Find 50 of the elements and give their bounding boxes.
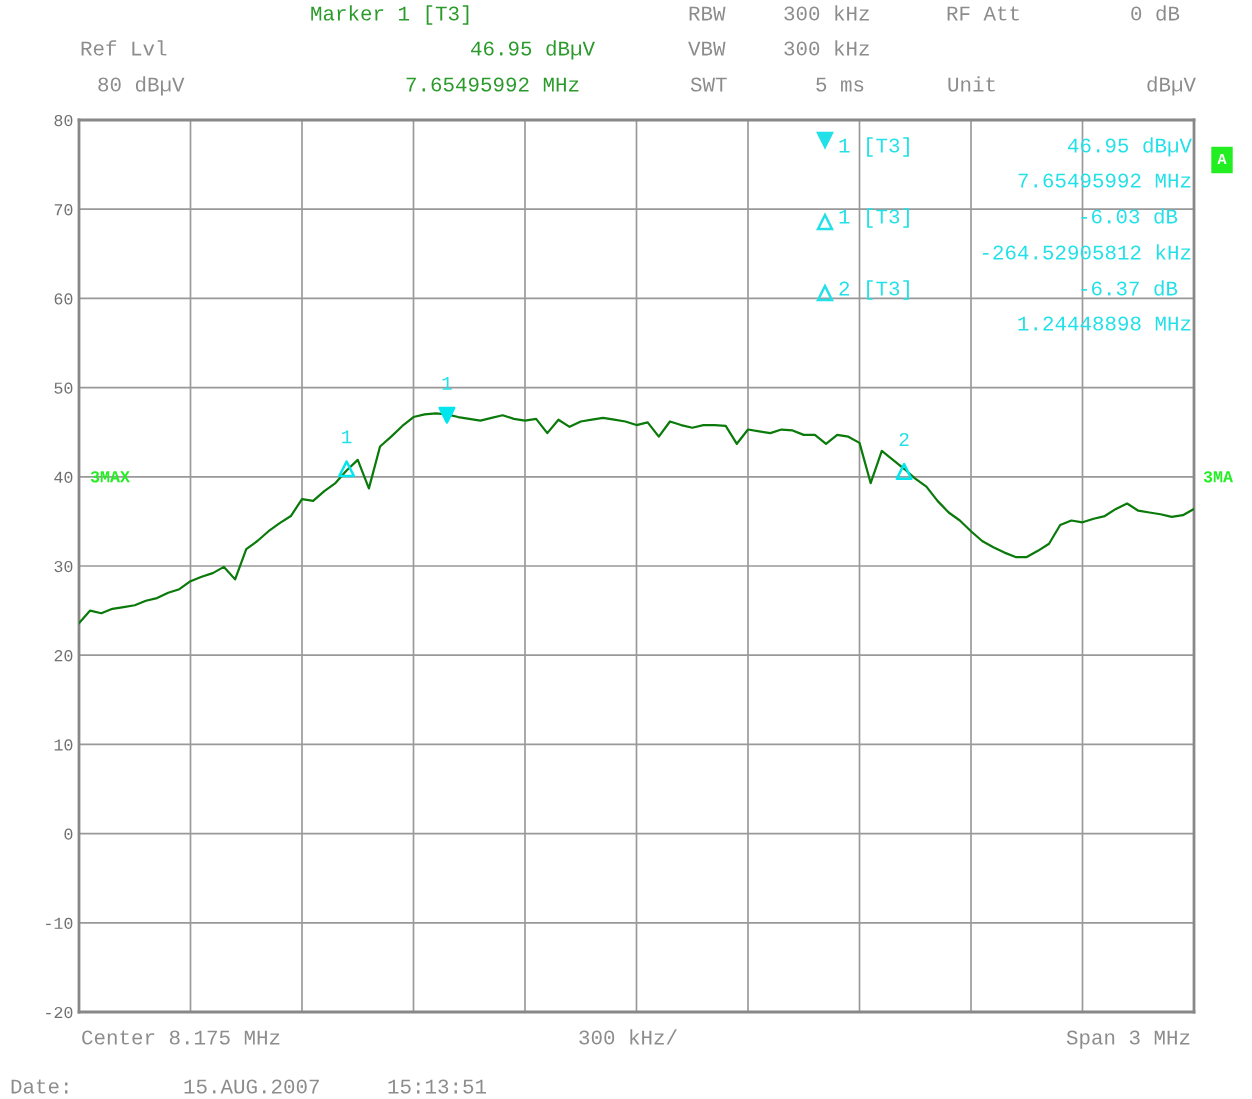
annotation: 7.65495992 MHz bbox=[1018, 173, 1191, 188]
y-tick-label: 30 bbox=[54, 560, 73, 573]
annotation: 1 [T3] bbox=[839, 137, 909, 157]
text: Center 8.175 MHz bbox=[82, 1030, 280, 1045]
annotation: 3MAX bbox=[90, 471, 131, 483]
annotation: 1 [T3] bbox=[839, 208, 909, 228]
text: 300 kHz bbox=[784, 40, 869, 56]
text: Marker 1 [T3] bbox=[311, 5, 469, 25]
point bbox=[338, 460, 356, 478]
text: SWT bbox=[690, 77, 727, 92]
text: 3MA bbox=[1203, 471, 1234, 483]
text: Ref Lvl bbox=[81, 40, 167, 56]
text: RF Att bbox=[947, 6, 1019, 21]
text: Date: bbox=[11, 1079, 68, 1094]
annotation: -264.52905812 kHz bbox=[982, 244, 1191, 260]
annotation: 1 bbox=[342, 430, 352, 444]
text: A bbox=[1217, 153, 1227, 164]
y-tick-label: -20 bbox=[46, 1006, 73, 1019]
text: 15.AUG.2007 bbox=[184, 1079, 319, 1094]
text: 80 dBµV bbox=[98, 76, 185, 96]
text: 300 kHz bbox=[784, 5, 869, 21]
point bbox=[895, 462, 913, 480]
text: Span 3 MHz bbox=[1066, 1030, 1190, 1049]
text: 300 kHz/ bbox=[579, 1029, 677, 1045]
y-tick-label: 50 bbox=[54, 382, 73, 394]
annotation: -6.37 dB bbox=[1081, 280, 1178, 296]
annotation: 2 bbox=[899, 432, 909, 446]
y-tick-label: 60 bbox=[54, 293, 73, 305]
y-tick-label: 40 bbox=[54, 471, 73, 483]
text: 5 ms bbox=[816, 77, 864, 92]
y-tick-label: -10 bbox=[46, 917, 73, 929]
y-tick-label: 10 bbox=[54, 739, 73, 751]
text: dBµV bbox=[1147, 76, 1196, 96]
y-tick-label: 20 bbox=[54, 650, 73, 662]
y-tick-label: 0 bbox=[64, 828, 73, 840]
annotation: -6.03 dB bbox=[1081, 208, 1178, 224]
text: VBW bbox=[688, 41, 726, 56]
annotation: 1.24448898 MHz bbox=[1018, 316, 1191, 331]
text: 0 dB bbox=[1131, 5, 1180, 21]
text: Unit bbox=[948, 76, 995, 92]
text: 7.65495992 MHz bbox=[406, 77, 579, 92]
y-tick-label: 70 bbox=[54, 204, 73, 216]
annotation: 2 [T3] bbox=[839, 280, 909, 300]
text: 15:13:51 bbox=[388, 1079, 487, 1094]
text: 46.95 dBµV bbox=[471, 40, 595, 60]
y-tick-label: 80 bbox=[54, 114, 73, 127]
annotation: 46.95 dBµV bbox=[1068, 137, 1192, 157]
annotation: 1 bbox=[442, 376, 452, 390]
point bbox=[438, 406, 456, 424]
text: RBW bbox=[689, 6, 726, 21]
